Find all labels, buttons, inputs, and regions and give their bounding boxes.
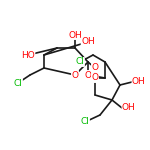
Text: Cl: Cl bbox=[14, 78, 22, 87]
Text: OH: OH bbox=[68, 30, 82, 39]
Text: Cl: Cl bbox=[76, 57, 84, 66]
Text: O: O bbox=[84, 70, 92, 80]
Text: OH: OH bbox=[122, 103, 136, 112]
Text: O: O bbox=[72, 70, 78, 80]
Text: O: O bbox=[92, 63, 99, 72]
Text: OH: OH bbox=[132, 78, 146, 87]
Text: OH: OH bbox=[81, 38, 95, 46]
Text: O: O bbox=[92, 74, 99, 82]
Text: Cl: Cl bbox=[81, 117, 89, 126]
Text: HO: HO bbox=[21, 51, 35, 60]
